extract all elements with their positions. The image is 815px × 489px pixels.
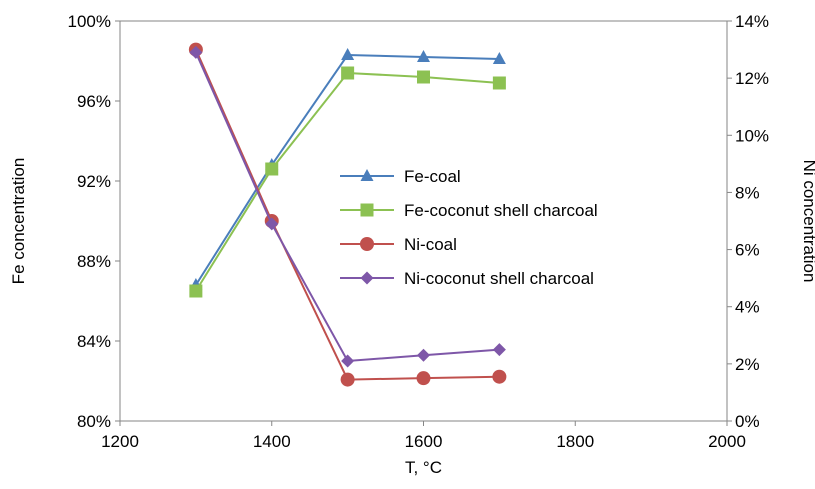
- data-point: [341, 354, 355, 368]
- data-point: [492, 76, 506, 90]
- x-tick-label: 1600: [405, 432, 443, 451]
- y-tick-label: 96%: [77, 92, 111, 111]
- y-tick-label: 92%: [77, 172, 111, 191]
- series-1: [189, 66, 506, 298]
- data-point: [189, 45, 203, 59]
- legend-label: Fe-coconut shell charcoal: [404, 201, 598, 220]
- y-axis-title: Fe concentration: [9, 158, 28, 285]
- series-layer: [188, 42, 507, 387]
- data-point: [189, 284, 203, 298]
- y-tick-label: 100%: [68, 12, 111, 31]
- axes: 1200 1400 1600 1800 2000 80% 84% 88% 92% 96% 100% 0…: [68, 12, 770, 451]
- y-tick-label: 88%: [77, 252, 111, 271]
- y2-tick-label: 12%: [735, 69, 769, 88]
- y2-tick-label: 14%: [735, 12, 769, 31]
- series-3: [189, 45, 506, 368]
- data-point: [416, 371, 431, 386]
- data-point: [492, 343, 506, 357]
- data-point: [341, 66, 355, 80]
- data-point: [492, 369, 507, 384]
- y2-tick-label: 0%: [735, 412, 760, 431]
- legend-marker: [360, 203, 374, 217]
- y2-tick-label: 10%: [735, 126, 769, 145]
- data-point: [417, 70, 430, 84]
- y2-tick-label: 8%: [735, 183, 760, 202]
- data-point: [340, 372, 355, 387]
- data-point: [265, 162, 279, 176]
- y2-tick-label: 6%: [735, 241, 760, 260]
- y2-axis-title: Ni concentration: [800, 160, 815, 283]
- data-point: [341, 48, 355, 60]
- legend-item: Ni-coconut shell charcoal: [340, 269, 594, 288]
- legend-label: Ni-coconut shell charcoal: [404, 269, 594, 288]
- y2-tick-label: 4%: [735, 298, 760, 317]
- legend-marker: [360, 271, 374, 285]
- legend-item: Fe-coal: [340, 167, 461, 186]
- y-tick-label: 80%: [77, 412, 111, 431]
- data-point: [417, 348, 430, 362]
- legend-marker: [360, 169, 374, 181]
- legend-marker: [360, 237, 374, 251]
- legend-item: Fe-coconut shell charcoal: [340, 201, 598, 220]
- legend-label: Ni-coal: [404, 235, 457, 254]
- data-point: [265, 217, 279, 231]
- data-point: [417, 50, 430, 62]
- legend: Fe-coal Fe-coconut shell charcoal Ni-coal N…: [340, 167, 598, 288]
- x-tick-label: 1200: [101, 432, 139, 451]
- legend-item: Ni-coal: [340, 235, 457, 254]
- x-tick-label: 1800: [556, 432, 594, 451]
- x-tick-label: 2000: [708, 432, 746, 451]
- x-axis-title: T, °C: [405, 458, 442, 477]
- legend-label: Fe-coal: [404, 167, 461, 186]
- y-tick-label: 84%: [77, 332, 111, 351]
- data-point: [492, 52, 506, 64]
- y2-tick-label: 2%: [735, 355, 760, 374]
- x-tick-label: 1400: [253, 432, 291, 451]
